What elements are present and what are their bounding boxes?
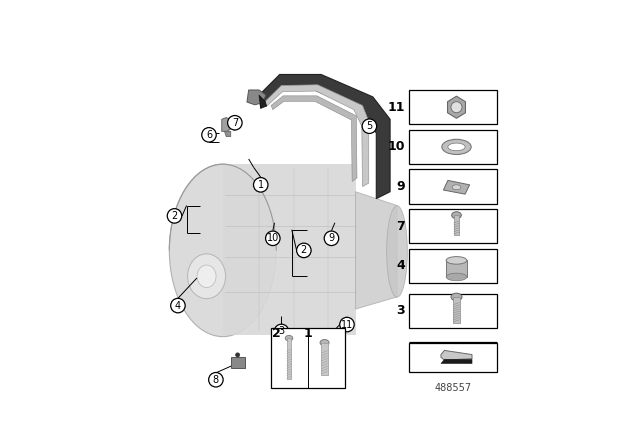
Circle shape: [340, 317, 354, 332]
Circle shape: [362, 119, 376, 134]
Circle shape: [236, 353, 240, 357]
Bar: [321, 343, 328, 375]
Circle shape: [274, 324, 289, 339]
Ellipse shape: [442, 139, 471, 155]
Bar: [409, 90, 497, 125]
Ellipse shape: [452, 212, 461, 219]
Polygon shape: [441, 359, 472, 363]
Text: 4: 4: [396, 259, 405, 272]
Text: 6: 6: [206, 130, 212, 140]
Text: 4: 4: [175, 301, 181, 310]
Polygon shape: [356, 192, 397, 309]
Polygon shape: [247, 90, 266, 105]
Text: 5: 5: [366, 121, 372, 131]
Polygon shape: [447, 96, 465, 118]
Ellipse shape: [188, 254, 225, 299]
Bar: [287, 338, 291, 379]
Circle shape: [167, 209, 182, 223]
Ellipse shape: [320, 340, 329, 346]
Bar: [454, 215, 460, 235]
Text: 8: 8: [213, 375, 219, 385]
Bar: [409, 129, 497, 164]
Bar: [409, 169, 497, 204]
Bar: [453, 297, 460, 323]
Polygon shape: [441, 350, 472, 360]
Polygon shape: [225, 131, 231, 137]
Circle shape: [296, 243, 311, 258]
Text: 488557: 488557: [435, 383, 472, 392]
Bar: [271, 328, 345, 388]
Circle shape: [171, 298, 185, 313]
Text: 2: 2: [271, 327, 280, 340]
Text: 3: 3: [396, 304, 405, 317]
Bar: [409, 293, 497, 328]
Text: 7: 7: [232, 118, 238, 128]
Bar: [409, 209, 497, 244]
Bar: [409, 343, 497, 372]
Bar: [231, 358, 244, 368]
Ellipse shape: [387, 206, 407, 297]
Polygon shape: [271, 96, 357, 181]
Ellipse shape: [446, 273, 467, 281]
Ellipse shape: [285, 336, 293, 341]
Text: 1: 1: [258, 180, 264, 190]
Text: 1: 1: [304, 327, 313, 340]
Text: 11: 11: [341, 319, 353, 330]
Circle shape: [253, 177, 268, 192]
Text: 3: 3: [278, 327, 285, 336]
Ellipse shape: [170, 164, 276, 336]
Circle shape: [228, 116, 242, 130]
Bar: [446, 260, 467, 277]
Polygon shape: [265, 85, 369, 186]
Circle shape: [451, 102, 462, 113]
Text: 9: 9: [396, 180, 405, 193]
Text: 10: 10: [387, 140, 405, 153]
Text: 2: 2: [172, 211, 178, 221]
Text: 10: 10: [267, 233, 279, 243]
Polygon shape: [444, 181, 470, 194]
Circle shape: [202, 128, 216, 142]
Ellipse shape: [446, 257, 467, 264]
Ellipse shape: [452, 185, 461, 190]
Polygon shape: [223, 164, 356, 335]
Polygon shape: [221, 117, 234, 131]
Ellipse shape: [451, 293, 462, 301]
Circle shape: [266, 231, 280, 246]
Polygon shape: [259, 74, 390, 198]
Circle shape: [324, 231, 339, 246]
Text: 11: 11: [387, 101, 405, 114]
Bar: [409, 249, 497, 283]
Text: 7: 7: [396, 220, 405, 233]
Circle shape: [209, 372, 223, 387]
Polygon shape: [259, 95, 267, 108]
Text: 2: 2: [301, 246, 307, 255]
Text: 9: 9: [328, 233, 335, 243]
Ellipse shape: [197, 265, 216, 288]
Ellipse shape: [448, 143, 465, 151]
